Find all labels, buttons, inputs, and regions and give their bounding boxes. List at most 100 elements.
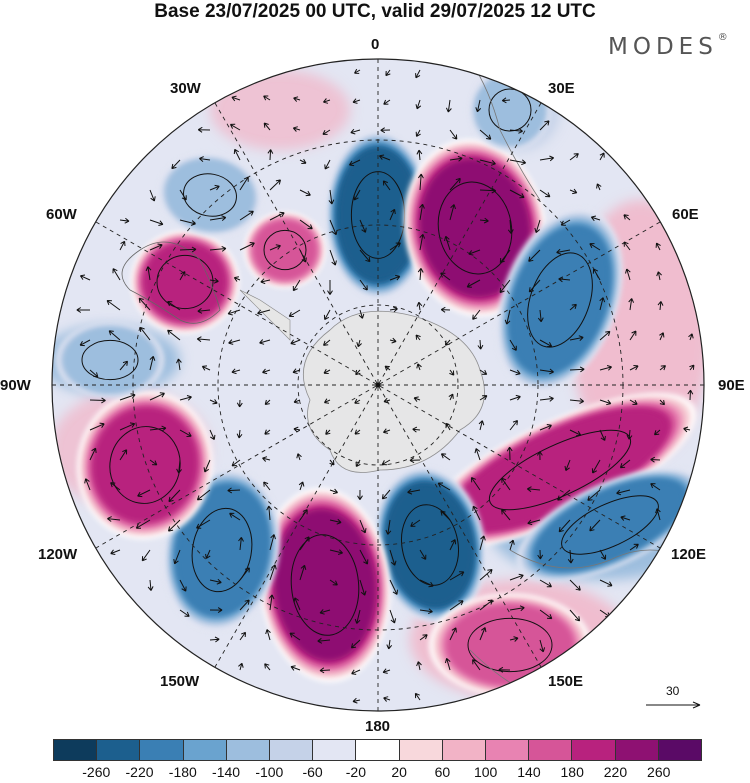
wind-vector: [628, 298, 635, 311]
wind-vector: [262, 456, 271, 462]
wind-vector: [449, 627, 457, 641]
wind-vector: [84, 478, 91, 491]
colorbar-segment: [398, 740, 442, 760]
wind-vector: [352, 98, 361, 104]
wind-vector: [354, 398, 361, 404]
map-boundary: [51, 58, 705, 712]
wind-vector: [654, 429, 661, 436]
wind-vector: [359, 249, 371, 263]
wind-vector: [323, 339, 331, 346]
wind-vector: [359, 519, 367, 534]
wind-vector: [383, 99, 391, 105]
wind-vector: [382, 668, 391, 674]
wind-vector: [231, 459, 241, 467]
lon-label-90w: 90W: [0, 377, 31, 394]
wind-vector: [410, 519, 421, 527]
wind-vector: [293, 426, 301, 433]
wind-vector: [534, 219, 541, 233]
wind-vector: [328, 189, 335, 205]
colorbar-segment: [269, 740, 313, 760]
wind-vector: [440, 453, 451, 461]
wind-vector: [145, 266, 152, 281]
wind-vector: [323, 398, 331, 404]
wind-vector: [358, 309, 365, 319]
wind-vector: [556, 248, 571, 255]
lon-label-60w: 60W: [46, 206, 77, 223]
wind-vector: [209, 578, 222, 585]
wind-vector: [625, 268, 631, 281]
wind-vector: [290, 665, 301, 671]
wind-vector: [449, 571, 465, 581]
wind-vector: [176, 358, 182, 371]
wind-vector: [262, 368, 271, 375]
wind-vector: [173, 549, 181, 565]
wind-vector: [389, 274, 401, 281]
colorbar-segment: [528, 740, 572, 760]
wind-vector: [239, 631, 246, 641]
wind-vector: [176, 459, 182, 474]
wind-vector: [197, 308, 211, 314]
wind-vector: [592, 268, 601, 281]
wind-vector: [499, 279, 511, 294]
wind-vector: [444, 235, 451, 251]
wind-vector: [479, 535, 486, 551]
antarctic-peninsula: [239, 289, 291, 341]
wind-vector: [299, 158, 307, 164]
colorbar-tick-label: -60: [302, 764, 323, 780]
wind-vector: [329, 549, 343, 555]
lon-label-60e: 60E: [672, 206, 699, 223]
wind-vector: [239, 242, 255, 251]
wind-vector: [323, 309, 331, 321]
wind-vector: [354, 429, 361, 435]
colorbar-tick-label: -220: [125, 764, 154, 780]
wind-vector: [655, 508, 661, 521]
wind-vector: [264, 399, 271, 405]
wind-vector: [233, 276, 241, 282]
wind-vector: [355, 459, 361, 467]
wind-vector: [149, 355, 156, 371]
wind-vector: [239, 210, 254, 221]
wind-vector: [537, 309, 544, 323]
wind-vector: [419, 233, 426, 251]
wind-vector: [417, 268, 424, 281]
wind-vector: [327, 280, 333, 295]
map-title: Base 23/07/2025 00 UTC, valid 29/07/2025…: [154, 1, 596, 22]
wind-vector: [299, 219, 313, 230]
wind-vector: [299, 189, 311, 197]
wind-vector: [269, 211, 285, 221]
wind-vector: [119, 393, 136, 401]
wind-vector: [629, 543, 639, 551]
wind-vector: [231, 368, 241, 375]
colorbar-tick-label: 100: [473, 764, 498, 780]
reference-vector-label: 30: [666, 684, 680, 698]
wind-vector: [599, 549, 607, 560]
wind-vector: [683, 426, 691, 433]
colorbar-ticks: -260 -220 -180 -140 -100 -60 -20 20 60 100 140 180 2…: [0, 764, 750, 782]
wind-vector: [325, 429, 331, 435]
wind-vector: [239, 567, 250, 581]
wind-vector: [472, 659, 481, 671]
wind-vector: [415, 129, 421, 137]
wind-vector: [350, 639, 361, 649]
wind-vector: [110, 482, 121, 491]
brand-registered-mark: ®: [717, 32, 728, 43]
wind-vector: [509, 394, 521, 401]
wind-vector: [149, 425, 167, 432]
wind-vector: [386, 639, 393, 650]
wind-vector: [415, 334, 421, 341]
wind-vector: [233, 148, 241, 161]
wind-vector: [199, 156, 211, 162]
wind-vector: [655, 242, 661, 251]
wind-vector: [171, 159, 181, 170]
wind-vector: [168, 519, 181, 532]
wind-vector: [569, 609, 581, 622]
wind-vector: [209, 607, 223, 614]
graticule: [52, 59, 704, 711]
wind-vector: [79, 274, 91, 281]
wind-vector: [599, 152, 605, 161]
anomaly-field: [52, 59, 704, 711]
wind-vector: [440, 272, 451, 281]
wind-vector: [329, 488, 338, 495]
wind-vector: [539, 579, 552, 588]
wind-vector: [209, 399, 218, 405]
